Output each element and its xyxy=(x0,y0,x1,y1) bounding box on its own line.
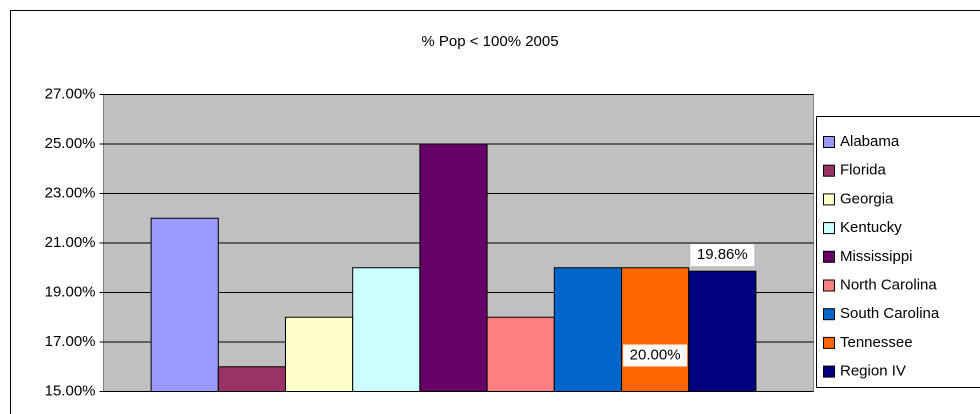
legend-label: Alabama xyxy=(840,133,900,150)
y-tick-label: 23.00% xyxy=(45,184,96,201)
bar xyxy=(217,366,286,392)
legend-swatch xyxy=(823,308,835,321)
legend-swatch xyxy=(823,336,835,349)
y-tick-label: 17.00% xyxy=(45,333,96,350)
legend-swatch xyxy=(823,164,835,177)
bar xyxy=(285,316,354,392)
bar xyxy=(150,217,219,392)
y-tick-label: 15.00% xyxy=(45,382,96,399)
legend-swatch xyxy=(823,193,835,206)
legend-label: Region IV xyxy=(840,363,906,380)
legend xyxy=(816,116,980,388)
legend-label: Florida xyxy=(840,162,887,179)
bar xyxy=(352,267,421,392)
bar xyxy=(486,316,555,392)
data-label-bg xyxy=(623,344,688,367)
bar xyxy=(419,143,488,392)
legend-label: Tennessee xyxy=(840,334,913,351)
y-tick-label: 27.00% xyxy=(45,85,96,102)
legend-label: Georgia xyxy=(840,190,894,207)
y-tick-label: 19.00% xyxy=(45,283,96,300)
data-label: 20.00% xyxy=(630,346,681,363)
bar xyxy=(553,267,622,392)
legend-swatch xyxy=(823,250,835,263)
y-tick-label: 25.00% xyxy=(45,135,96,152)
legend-label: Mississippi xyxy=(840,248,913,265)
legend-swatch xyxy=(823,136,835,148)
legend-label: Kentucky xyxy=(840,219,902,236)
legend-swatch xyxy=(823,279,835,292)
legend-swatch xyxy=(823,365,835,378)
chart-title: % Pop < 100% 2005 xyxy=(421,33,558,50)
legend-swatch xyxy=(823,222,835,235)
bar xyxy=(621,267,690,392)
y-tick-label: 21.00% xyxy=(45,234,96,251)
legend-label: South Carolina xyxy=(840,305,940,322)
bar xyxy=(688,270,757,392)
data-label: 19.86% xyxy=(697,246,748,263)
legend-label: North Carolina xyxy=(840,276,937,293)
data-label-bg xyxy=(690,244,755,267)
